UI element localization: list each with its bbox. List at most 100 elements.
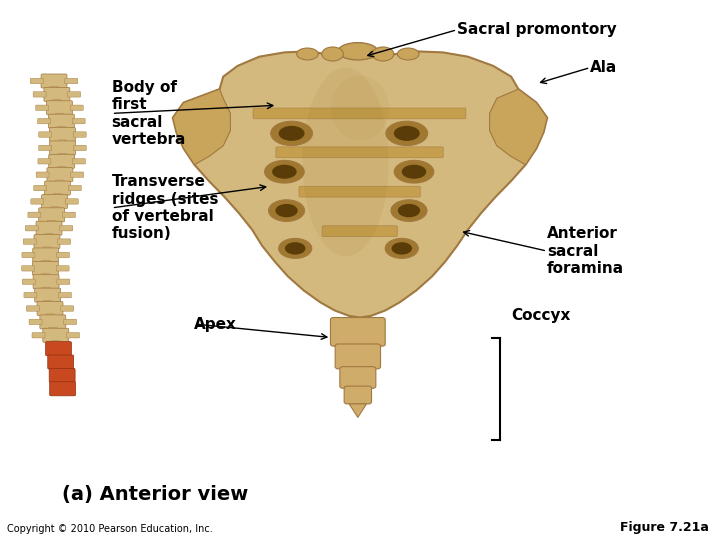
FancyBboxPatch shape [33, 92, 46, 97]
FancyBboxPatch shape [45, 314, 54, 323]
FancyBboxPatch shape [49, 154, 75, 168]
FancyBboxPatch shape [58, 140, 67, 150]
FancyBboxPatch shape [57, 126, 66, 136]
FancyBboxPatch shape [56, 266, 69, 271]
Ellipse shape [394, 160, 433, 183]
FancyBboxPatch shape [48, 327, 57, 337]
Text: Transverse
ridges (sites
of vertebral
fusion): Transverse ridges (sites of vertebral fu… [112, 174, 218, 241]
Polygon shape [490, 89, 547, 165]
FancyBboxPatch shape [32, 261, 58, 275]
Ellipse shape [272, 165, 297, 179]
FancyBboxPatch shape [253, 108, 466, 119]
FancyBboxPatch shape [43, 301, 52, 310]
Ellipse shape [279, 238, 312, 258]
FancyBboxPatch shape [34, 185, 47, 191]
FancyBboxPatch shape [63, 212, 76, 218]
FancyBboxPatch shape [22, 266, 35, 271]
Ellipse shape [402, 165, 426, 179]
Ellipse shape [392, 242, 412, 254]
Polygon shape [173, 51, 547, 318]
FancyBboxPatch shape [45, 181, 71, 195]
FancyBboxPatch shape [35, 288, 60, 302]
FancyBboxPatch shape [63, 319, 76, 325]
FancyBboxPatch shape [68, 185, 81, 191]
FancyBboxPatch shape [30, 78, 43, 84]
FancyBboxPatch shape [58, 239, 71, 244]
Text: (a) Anterior view: (a) Anterior view [62, 484, 248, 504]
FancyBboxPatch shape [60, 226, 73, 231]
FancyBboxPatch shape [37, 301, 63, 315]
FancyBboxPatch shape [23, 239, 36, 244]
Ellipse shape [397, 204, 420, 217]
Ellipse shape [386, 122, 428, 145]
FancyBboxPatch shape [41, 74, 67, 88]
Ellipse shape [391, 200, 427, 221]
FancyBboxPatch shape [58, 167, 66, 177]
FancyBboxPatch shape [50, 127, 76, 141]
FancyBboxPatch shape [36, 172, 49, 177]
Text: Anterior
sacral
foramina: Anterior sacral foramina [547, 226, 624, 276]
Ellipse shape [331, 76, 389, 140]
FancyBboxPatch shape [66, 333, 79, 338]
FancyBboxPatch shape [71, 172, 84, 177]
Ellipse shape [338, 43, 377, 60]
Text: Figure 7.21a: Figure 7.21a [621, 521, 709, 534]
Polygon shape [173, 89, 230, 165]
FancyBboxPatch shape [66, 199, 78, 204]
FancyBboxPatch shape [45, 342, 71, 356]
FancyBboxPatch shape [42, 247, 51, 256]
FancyBboxPatch shape [58, 293, 71, 298]
FancyBboxPatch shape [73, 159, 86, 164]
FancyBboxPatch shape [44, 87, 70, 102]
FancyBboxPatch shape [47, 167, 73, 181]
FancyBboxPatch shape [39, 132, 52, 137]
FancyBboxPatch shape [37, 118, 50, 124]
Ellipse shape [279, 126, 305, 141]
FancyBboxPatch shape [32, 248, 58, 262]
FancyBboxPatch shape [72, 118, 85, 124]
FancyBboxPatch shape [39, 208, 65, 222]
FancyBboxPatch shape [22, 279, 35, 285]
FancyBboxPatch shape [73, 145, 86, 151]
Text: Sacral promontory: Sacral promontory [457, 22, 617, 37]
FancyBboxPatch shape [71, 105, 84, 111]
Ellipse shape [372, 47, 394, 61]
Ellipse shape [297, 48, 318, 60]
FancyBboxPatch shape [33, 275, 59, 289]
Text: Ala: Ala [590, 60, 618, 75]
FancyBboxPatch shape [50, 141, 76, 155]
Ellipse shape [385, 238, 418, 258]
FancyBboxPatch shape [32, 333, 45, 338]
FancyBboxPatch shape [73, 132, 86, 137]
Text: Copyright © 2010 Pearson Education, Inc.: Copyright © 2010 Pearson Education, Inc. [7, 523, 213, 534]
FancyBboxPatch shape [65, 78, 78, 84]
FancyBboxPatch shape [68, 92, 81, 97]
FancyBboxPatch shape [25, 226, 38, 231]
FancyBboxPatch shape [322, 226, 397, 237]
Ellipse shape [271, 122, 312, 145]
FancyBboxPatch shape [276, 147, 444, 158]
FancyBboxPatch shape [48, 114, 74, 128]
FancyBboxPatch shape [48, 220, 56, 230]
FancyBboxPatch shape [42, 287, 50, 297]
FancyBboxPatch shape [42, 194, 68, 208]
FancyBboxPatch shape [51, 341, 60, 350]
FancyBboxPatch shape [55, 180, 64, 190]
Ellipse shape [322, 47, 343, 61]
Ellipse shape [265, 160, 305, 183]
FancyBboxPatch shape [50, 382, 76, 396]
FancyBboxPatch shape [340, 367, 376, 388]
FancyBboxPatch shape [330, 318, 385, 346]
FancyBboxPatch shape [47, 101, 73, 115]
FancyBboxPatch shape [49, 368, 75, 382]
FancyBboxPatch shape [335, 344, 380, 369]
Ellipse shape [275, 204, 298, 217]
FancyBboxPatch shape [53, 193, 62, 203]
Text: Body of
first
sacral
vertebra: Body of first sacral vertebra [112, 80, 186, 147]
Text: Coccyx: Coccyx [511, 308, 570, 323]
FancyBboxPatch shape [58, 153, 67, 163]
FancyBboxPatch shape [36, 221, 62, 235]
FancyBboxPatch shape [53, 100, 61, 110]
FancyBboxPatch shape [26, 306, 39, 311]
FancyBboxPatch shape [55, 113, 64, 123]
